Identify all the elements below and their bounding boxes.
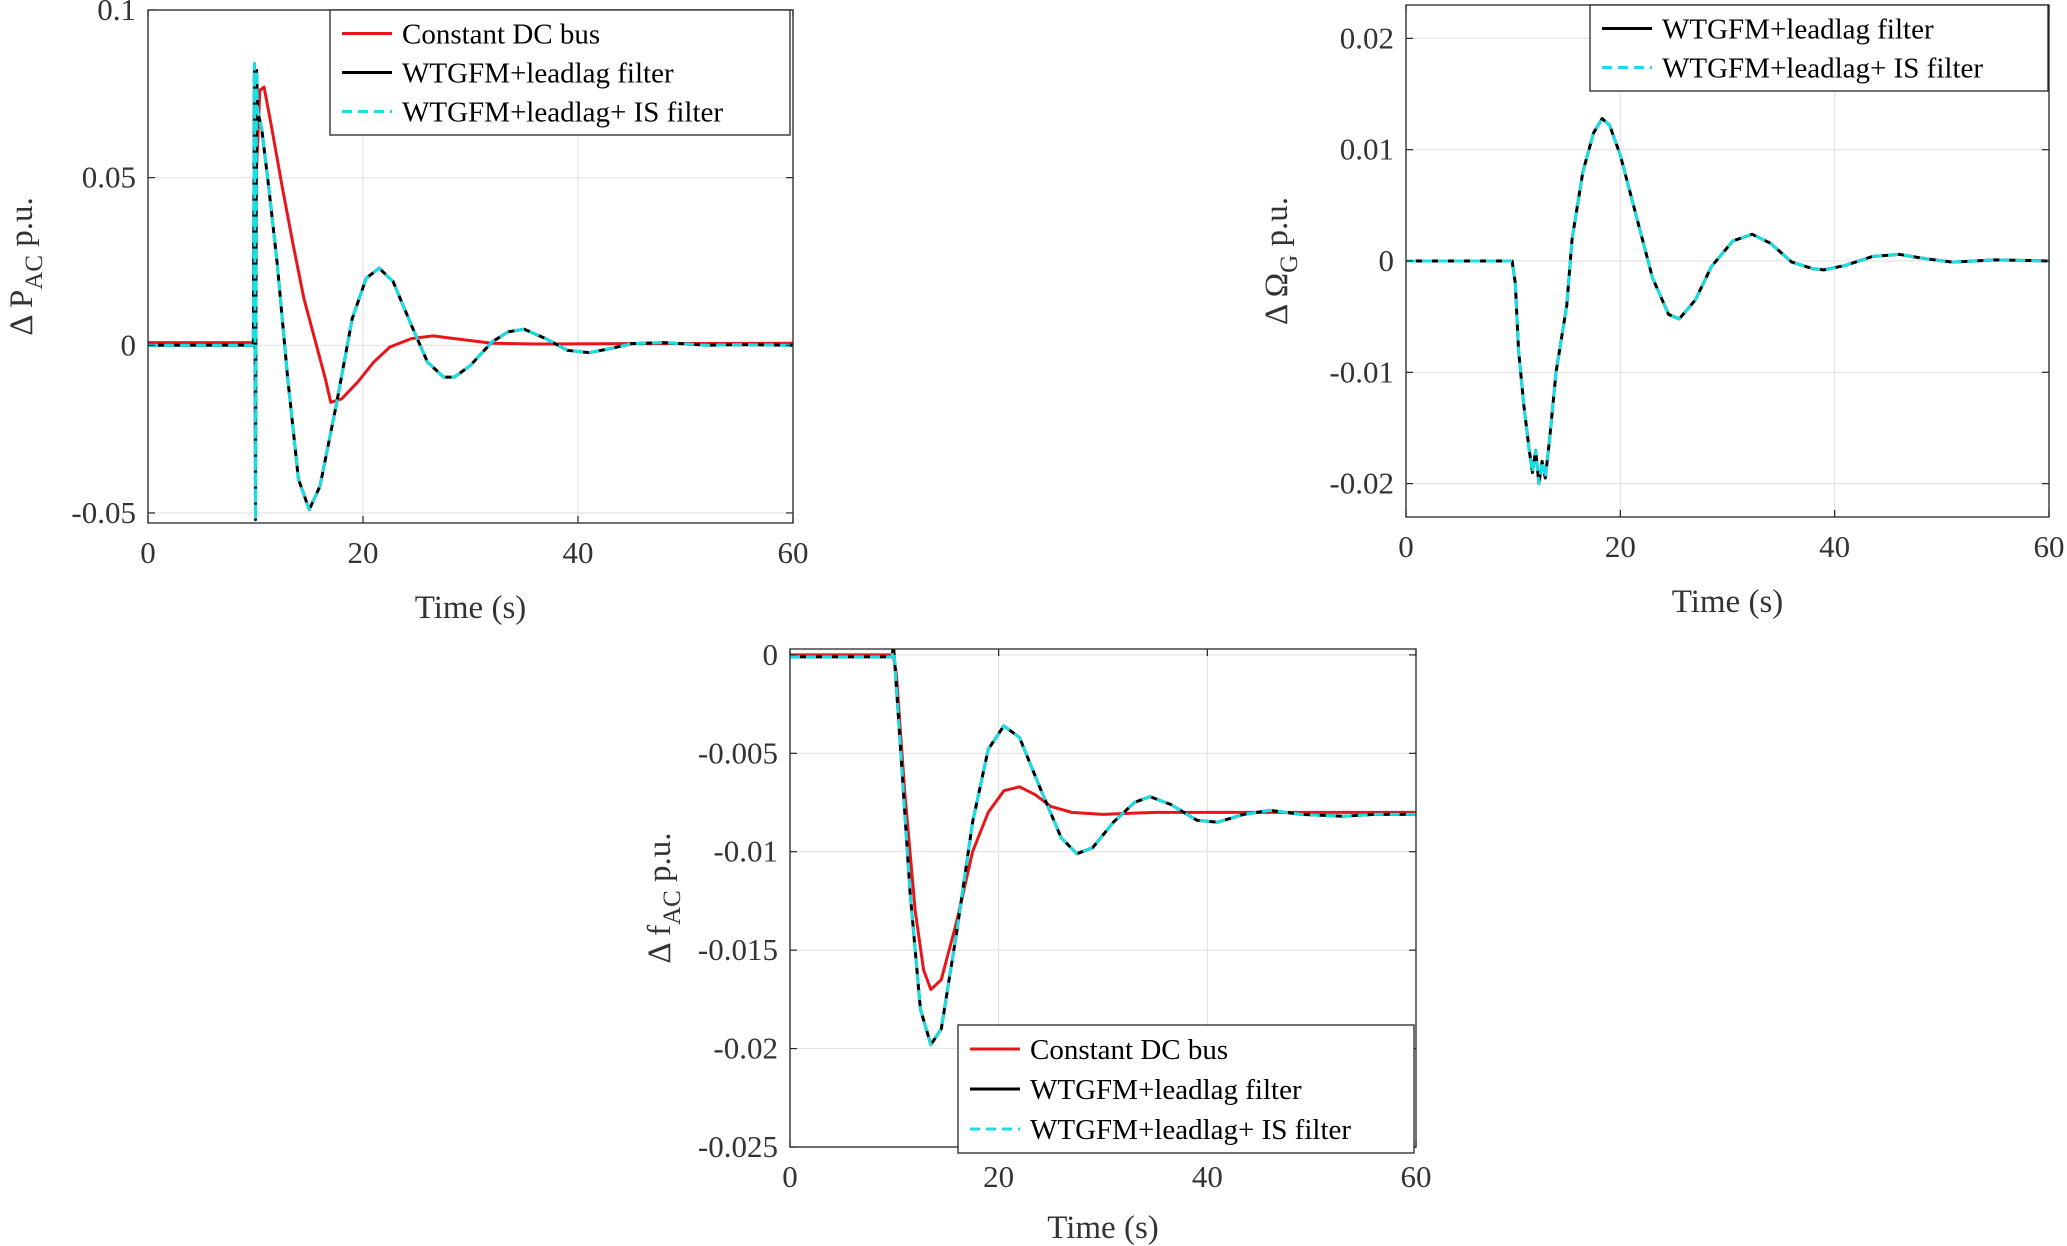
- legend-label: WTGFM+leadlag+ IS filter: [402, 97, 723, 129]
- legend-label: WTGFM+leadlag filter: [1030, 1074, 1302, 1106]
- x-tick-label: 60: [1401, 1159, 1432, 1194]
- legend-label: WTGFM+leadlag filter: [402, 58, 674, 90]
- y-tick-label: -0.01: [713, 834, 778, 869]
- legend-box: [329, 9, 791, 136]
- y-tick-label: -0.02: [1329, 466, 1394, 501]
- x-tick-label: 20: [1605, 529, 1636, 564]
- x-tick-label: 0: [782, 1159, 798, 1194]
- y-tick-label: -0.05: [71, 495, 136, 530]
- x-tick-label: 40: [563, 535, 594, 570]
- x-axis-label: Time (s): [1672, 584, 1784, 620]
- y-tick-label: -0.015: [698, 932, 778, 967]
- legend-label: WTGFM+leadlag+ IS filter: [1662, 53, 1983, 85]
- x-tick-label: 60: [2034, 529, 2065, 564]
- legend-label: Constant DC bus: [1030, 1034, 1228, 1066]
- series-line-constant-dc-bus: [148, 85, 793, 404]
- series-line-wtgfm-leadlag-is-filter: [1406, 117, 2049, 486]
- x-tick-label: 20: [348, 535, 379, 570]
- y-tick-label: 0.01: [1340, 132, 1394, 167]
- legend: Constant DC bus WTGFM+leadlag filter WTGFM…: [329, 9, 791, 136]
- y-tick-label: 0: [763, 637, 779, 672]
- y-axis-label: Δ PAC p.u.: [4, 197, 48, 336]
- y-tick-label: -0.02: [713, 1031, 778, 1066]
- x-tick-label: 20: [983, 1159, 1014, 1194]
- y-tick-label: -0.005: [698, 735, 778, 770]
- legend-label: WTGFM+leadlag+ IS filter: [1030, 1114, 1351, 1146]
- y-tick-label: 0: [121, 327, 137, 362]
- y-axis-label: Δ ΩG p.u.: [1259, 197, 1303, 325]
- y-tick-label: 0.05: [82, 160, 136, 195]
- chart-f-ac: 0 20 40 60 -0.025 -0.02 -0.015 -0.01 -0.005 0 Time…: [642, 637, 1432, 1246]
- y-tick-label: 0.02: [1340, 20, 1394, 55]
- y-tick-label: -0.01: [1329, 354, 1394, 389]
- chart-omega-g: 0 20 40 60 -0.02 -0.01 0 0.01 0.02 Time (s) Δ ΩG p…: [1259, 4, 2065, 620]
- x-axis-label: Time (s): [1047, 1210, 1159, 1246]
- y-tick-label: 0.1: [97, 0, 136, 27]
- x-tick-label: 40: [1819, 529, 1850, 564]
- y-tick-label: -0.025: [698, 1129, 778, 1164]
- legend-label: WTGFM+leadlag filter: [1662, 14, 1934, 46]
- legend-box: [1589, 4, 2049, 92]
- y-axis-label: Δ fAC p.u.: [642, 832, 686, 963]
- x-tick-label: 0: [1398, 529, 1414, 564]
- x-tick-label: 40: [1192, 1159, 1223, 1194]
- legend-box: [957, 1024, 1415, 1154]
- y-tick-label: 0: [1379, 243, 1395, 278]
- legend: Constant DC bus WTGFM+leadlag filter WTGFM…: [957, 1024, 1415, 1154]
- x-tick-label: 0: [140, 535, 156, 570]
- legend: WTGFM+leadlag filter WTGFM+leadlag+ IS fi…: [1589, 4, 2049, 92]
- x-axis-label: Time (s): [415, 590, 527, 626]
- series-line-wtgfm-leadlag-is-filter: [790, 649, 1416, 1047]
- series-line-wtgfm-leadlag-is-filter: [148, 62, 793, 522]
- legend-label: Constant DC bus: [402, 19, 600, 51]
- x-tick-label: 60: [778, 535, 809, 570]
